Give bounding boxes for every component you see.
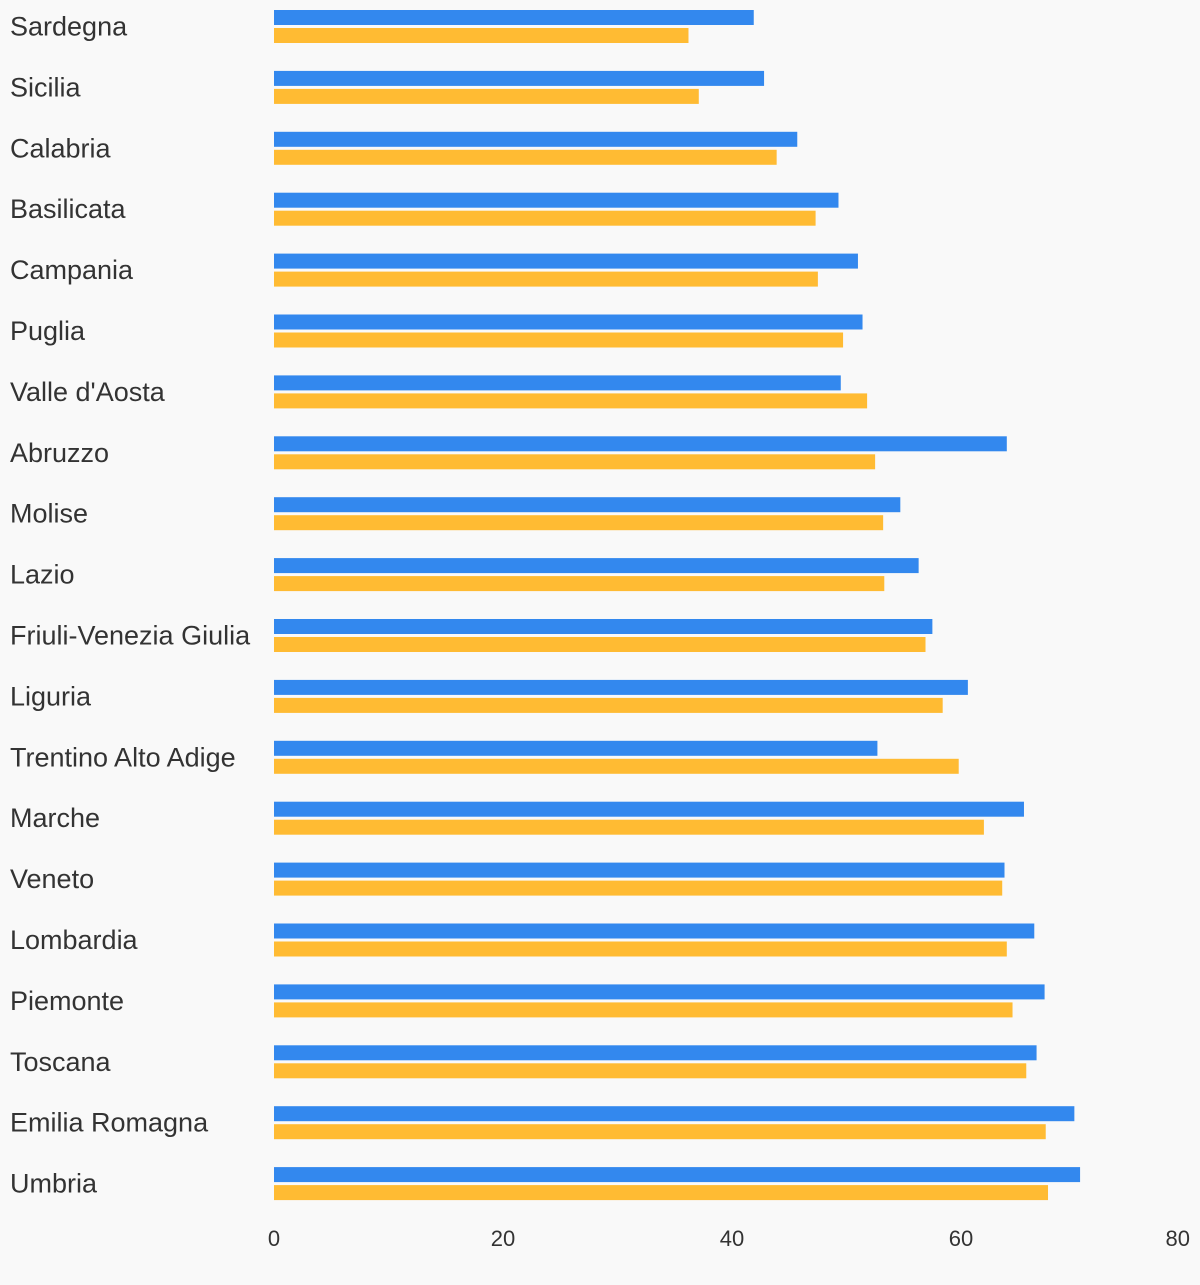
bar (274, 497, 901, 513)
category-label: Basilicata (10, 194, 127, 224)
category-label: Friuli-Venezia Giulia (10, 621, 251, 651)
category-label: Marche (10, 803, 100, 833)
bar (274, 271, 818, 287)
bar (274, 88, 699, 104)
x-tick-label: 40 (720, 1226, 744, 1251)
bars-group (274, 10, 1081, 1201)
category-label: Calabria (10, 133, 112, 163)
bar (274, 758, 959, 774)
category-label: Trentino Alto Adige (10, 742, 236, 772)
bar (274, 697, 943, 713)
bar (274, 801, 1024, 817)
category-label: Toscana (10, 1047, 112, 1077)
bar (274, 740, 878, 756)
bar (274, 1063, 1027, 1079)
x-tick-label: 0 (268, 1226, 280, 1251)
category-label: Puglia (10, 316, 86, 346)
bar (274, 637, 926, 652)
category-label: Emilia Romagna (10, 1108, 209, 1138)
x-axis-ticks: 0 20 40 60 80 (268, 1226, 1190, 1251)
category-label: Lazio (10, 560, 75, 590)
category-label: Veneto (10, 864, 94, 894)
x-tick-label: 20 (491, 1226, 515, 1251)
bar (274, 1002, 1013, 1018)
category-label: Abruzzo (10, 438, 109, 468)
bar (274, 880, 1003, 896)
bar (274, 862, 1005, 878)
category-label: Liguria (10, 681, 92, 711)
bar (274, 375, 841, 391)
bar (274, 984, 1045, 1000)
bar (274, 314, 863, 330)
bar (274, 149, 777, 165)
bar (274, 70, 765, 86)
category-label: Umbria (10, 1169, 98, 1199)
category-label: Lombardia (10, 925, 139, 955)
bar (274, 1045, 1037, 1061)
bar (274, 558, 919, 574)
bar (274, 819, 984, 835)
category-label: Sardegna (10, 12, 128, 42)
category-label: Valle d'Aosta (10, 377, 166, 407)
category-labels: Sardegna Sicilia Calabria Basilicata Campani… (10, 12, 251, 1199)
bar (274, 436, 1007, 452)
x-tick-label: 60 (949, 1226, 973, 1251)
bar (274, 923, 1035, 939)
bar (274, 131, 798, 147)
bar (274, 1106, 1075, 1122)
bar (274, 619, 933, 634)
category-label: Molise (10, 499, 88, 529)
bar (274, 332, 844, 348)
bar (274, 10, 754, 25)
x-tick-label: 80 (1166, 1226, 1190, 1251)
category-label: Piemonte (10, 986, 124, 1016)
category-label: Campania (10, 255, 134, 285)
bar (274, 679, 968, 695)
bar (274, 253, 858, 269)
bar (274, 1167, 1081, 1183)
bar (274, 192, 839, 208)
bar (274, 515, 884, 531)
category-label: Sicilia (10, 72, 82, 102)
bar (274, 28, 689, 43)
bar (274, 1124, 1046, 1140)
bar (274, 1185, 1049, 1201)
bar (274, 210, 816, 226)
bar (274, 941, 1007, 957)
bar (274, 576, 885, 592)
bar (274, 393, 868, 409)
bar (274, 454, 876, 470)
